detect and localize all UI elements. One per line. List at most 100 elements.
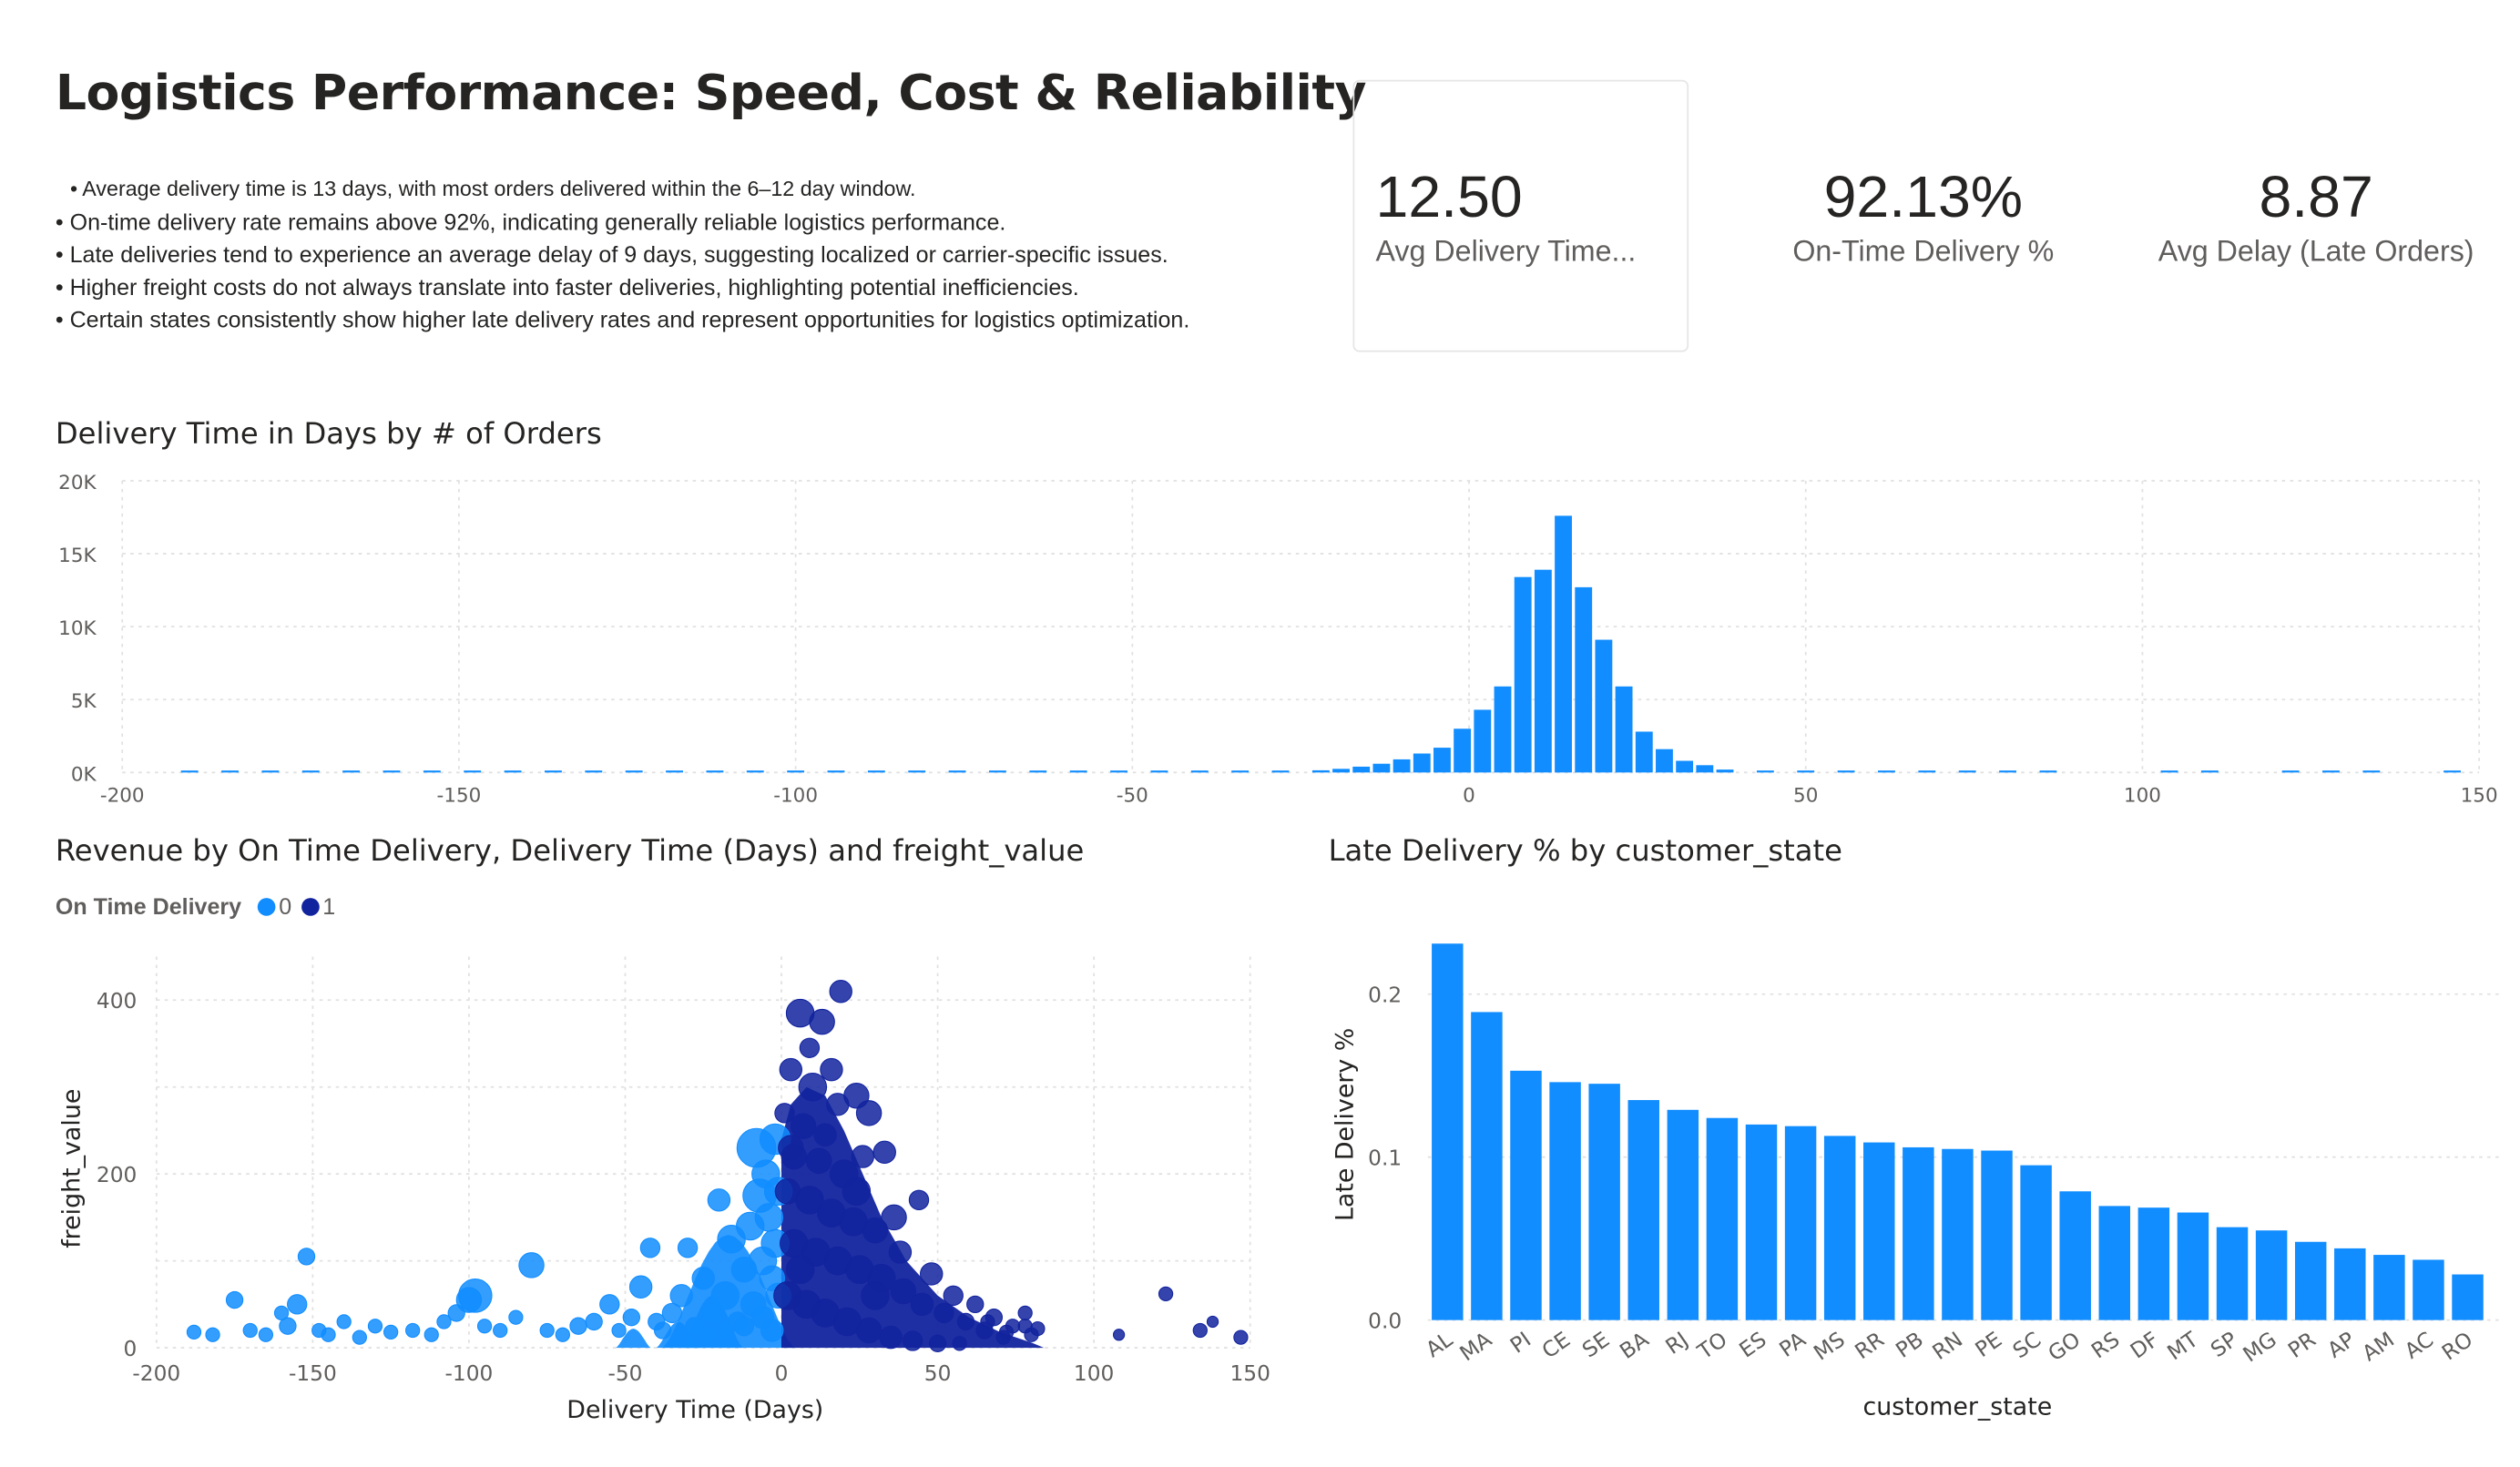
scatter-point-1 <box>890 1278 917 1305</box>
kpi-avg-delay[interactable]: 8.87 Avg Delay (Late Orders) <box>2145 163 2487 269</box>
x-tick-label: -50 <box>1117 785 1148 808</box>
scatter-point-1 <box>829 980 852 1003</box>
state-bar <box>1510 1070 1542 1320</box>
histogram-bar <box>827 770 845 773</box>
state-bar <box>2059 1191 2091 1320</box>
histogram-bar <box>1271 770 1290 773</box>
legend-item-0[interactable]: 0 <box>258 892 292 920</box>
y-tick-label: 0.1 <box>1368 1146 1402 1171</box>
state-bar-title: Late Delivery % by customer_state <box>1328 834 1842 869</box>
scatter-point-0 <box>716 1321 734 1340</box>
histogram-bar <box>908 770 926 773</box>
histogram-bar <box>666 770 683 773</box>
x-tick-label: AL <box>1422 1327 1457 1362</box>
scatter-point-0 <box>186 1324 202 1340</box>
insight-bullet: • On-time delivery rate remains above 92… <box>55 209 1006 235</box>
scatter-point-0 <box>702 1302 723 1324</box>
state-bar <box>1471 1012 1503 1320</box>
x-tick-label: -100 <box>773 785 818 808</box>
legend-label-0: 0 <box>279 892 292 920</box>
scatter-point-1 <box>820 1057 843 1082</box>
state-bar <box>1706 1117 1739 1320</box>
kpi-card-selected[interactable] <box>1352 79 1689 352</box>
x-tick-label: PI <box>1505 1328 1535 1359</box>
scatter-point-1 <box>813 1123 837 1146</box>
insight-bullet: • Certain states consistently show highe… <box>55 306 1190 333</box>
scatter-point-1 <box>779 1057 803 1082</box>
scatter-point-0 <box>685 1317 703 1335</box>
x-axis-title: customer_state <box>1863 1392 2053 1421</box>
insight-bullet: • Average delivery time is 13 days, with… <box>69 176 916 201</box>
kpi-on-time-delivery[interactable]: 92.13% On-Time Delivery % <box>1760 163 2086 269</box>
state-bar <box>1588 1084 1620 1320</box>
legend-marker-0 <box>258 897 276 915</box>
scatter-point-0 <box>383 1324 399 1340</box>
x-tick-label: RR <box>1851 1328 1889 1365</box>
scatter-point-1 <box>902 1330 923 1351</box>
histogram-bar <box>2322 770 2340 773</box>
x-tick-label: PA <box>1775 1327 1811 1361</box>
scatter-point-0 <box>599 1294 620 1315</box>
kpi-avg-delivery-time[interactable]: 12.50 Avg Delivery Time... <box>1376 163 1637 269</box>
scatter-point-0 <box>691 1267 715 1290</box>
histogram-bar <box>1231 770 1250 773</box>
histogram-bar <box>1311 769 1330 773</box>
histogram-bar <box>1656 749 1673 773</box>
histogram-bar <box>1352 766 1371 773</box>
state-bar <box>1745 1124 1778 1320</box>
scatter-point-0 <box>476 1319 493 1334</box>
scatter-point-0 <box>297 1248 316 1266</box>
scatter-point-0 <box>493 1322 508 1339</box>
x-tick-label: AC <box>2401 1328 2438 1364</box>
scatter-point-1 <box>851 1145 874 1168</box>
scatter-point-1 <box>879 1325 903 1350</box>
state-bar <box>2413 1259 2444 1320</box>
scatter-point-1 <box>980 1314 995 1329</box>
scatter-point-1 <box>1206 1315 1219 1329</box>
x-tick-label: -200 <box>100 785 145 808</box>
histogram-bar <box>1454 728 1472 773</box>
histogram-bar <box>1696 765 1714 773</box>
x-tick-label: 50 <box>924 1361 952 1386</box>
state-bar <box>1981 1150 2013 1320</box>
histogram-bar <box>2039 770 2057 773</box>
x-tick-label: SP <box>2207 1328 2242 1363</box>
scatter-point-1 <box>872 1140 896 1165</box>
state-bar <box>1627 1100 1659 1320</box>
x-tick-label: BA <box>1616 1327 1654 1363</box>
scatter-point-1 <box>920 1262 944 1286</box>
scatter-point-0 <box>205 1327 220 1342</box>
scatter-chart[interactable]: 0 200 400 -200 -150 -100 -50 0 50 100 150 Delivery … <box>0 937 1304 1459</box>
histogram-bar <box>787 770 805 773</box>
scatter-point-1 <box>1112 1329 1126 1341</box>
x-tick-label: PR <box>2284 1328 2321 1363</box>
x-axis-title: Delivery Time (Days) <box>566 1396 823 1424</box>
histogram-bar <box>1615 686 1633 773</box>
scatter-point-0 <box>518 1252 545 1279</box>
x-tick-label: -100 <box>445 1361 494 1386</box>
legend-item-1[interactable]: 1 <box>301 893 335 919</box>
histogram-bar <box>1797 770 1815 773</box>
histogram-bar <box>1676 760 1694 773</box>
state-bar <box>2020 1165 2052 1320</box>
x-tick-label: AP <box>2323 1328 2360 1363</box>
histogram-bar <box>545 770 562 773</box>
histogram-bar <box>1372 763 1391 773</box>
state-bar <box>2334 1248 2366 1320</box>
histogram-bar <box>1190 770 1209 773</box>
kpi-value: 92.13% <box>1823 162 2024 230</box>
x-tick-label: SC <box>2008 1328 2046 1364</box>
scatter-density-0 <box>656 1321 700 1349</box>
scatter-point-0 <box>225 1290 244 1309</box>
state-bar <box>2294 1241 2327 1320</box>
histogram-bar <box>948 770 966 773</box>
y-tick-label: 0.0 <box>1368 1309 1402 1334</box>
histogram-chart[interactable]: 0K 5K 10K 15K 20K -200 -150 -100 -50 0 50 100 150 <box>0 456 2520 863</box>
scatter-point-0 <box>611 1322 627 1339</box>
scatter-point-1 <box>1158 1286 1174 1302</box>
x-tick-label: RN <box>1928 1328 1967 1365</box>
state-bar <box>2177 1212 2209 1320</box>
kpi-label: On-Time Delivery % <box>1792 234 2055 268</box>
histogram-bar <box>1393 759 1411 773</box>
